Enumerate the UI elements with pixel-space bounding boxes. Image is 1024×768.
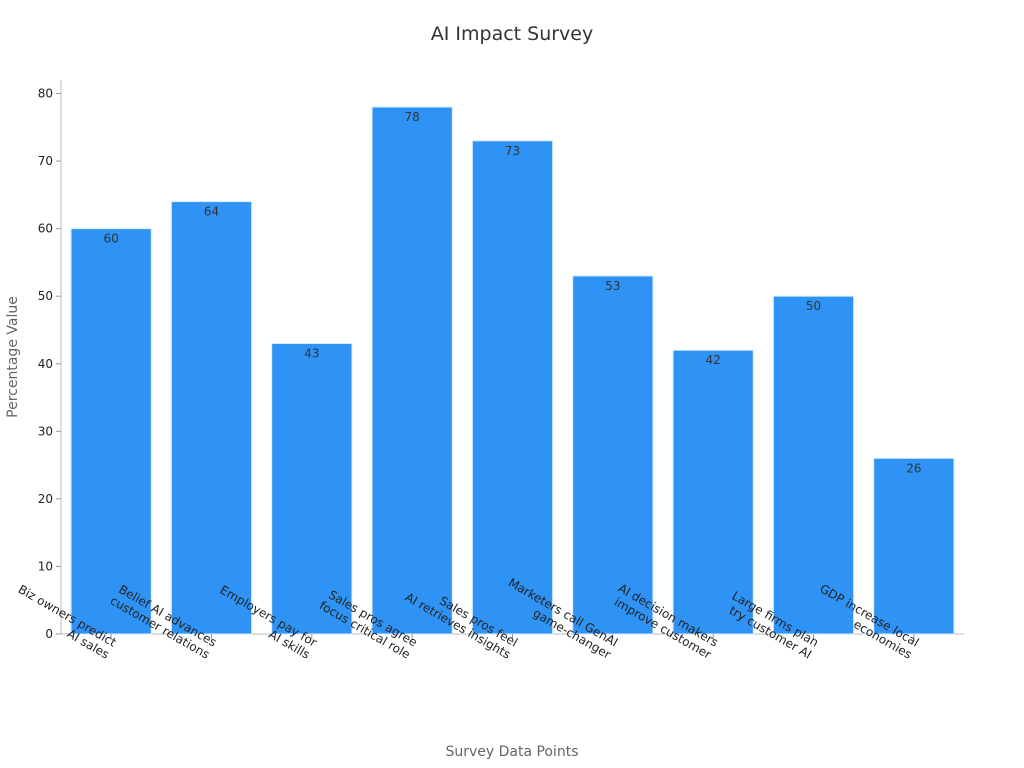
bar-value-label: 42 [706,353,721,367]
bar [371,106,453,635]
bar-value-label: 78 [405,110,420,124]
y-tick-label: 40 [38,357,53,371]
bar-value-label: 60 [104,232,119,246]
y-tick-label: 0 [45,627,53,641]
bar-value-label: 26 [906,461,921,475]
y-tick-label: 70 [38,154,53,168]
bar [170,201,253,635]
y-tick-label: 20 [38,492,53,506]
bar-value-label: 64 [204,205,219,219]
bar [271,342,353,635]
bar [471,140,554,635]
bar [70,228,152,635]
y-tick-label: 50 [38,289,53,303]
y-tick-label: 30 [38,424,53,438]
bar [873,457,955,635]
bar [572,275,654,635]
bar-value-label: 50 [806,299,821,313]
bar-value-label: 73 [505,144,520,158]
x-axis-label: Survey Data Points [445,744,578,760]
y-tick-label: 10 [38,559,53,573]
bar [672,349,754,635]
bar-value-label: 43 [304,346,319,360]
bar-value-label: 53 [605,279,620,293]
bar [772,295,855,635]
y-axis-label: Percentage Value [5,296,21,418]
y-tick-label: 80 [38,87,53,101]
y-tick-label: 60 [38,222,53,236]
chart-title: AI Impact Survey [431,23,593,45]
